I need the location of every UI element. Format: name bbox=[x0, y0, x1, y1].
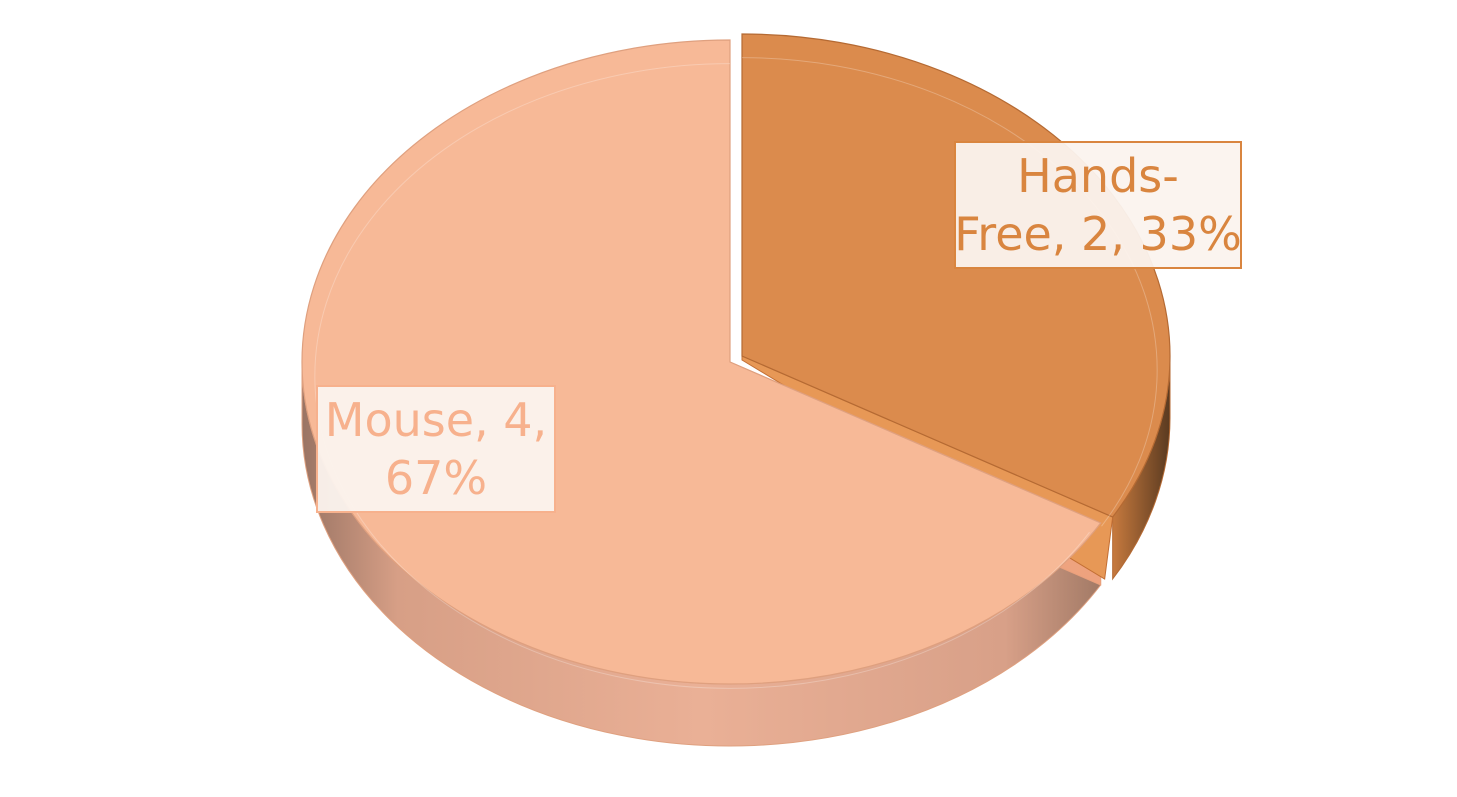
data-label-hands-free: Hands-Free, 2, 33% bbox=[954, 142, 1242, 268]
data-label-text: Free, 2, 33% bbox=[954, 207, 1242, 261]
data-label-text: 67% bbox=[385, 451, 487, 505]
data-label-mouse: Mouse, 4,67% bbox=[317, 386, 555, 512]
data-label-text: Mouse, 4, bbox=[325, 393, 547, 447]
data-label-text: Hands- bbox=[1017, 149, 1179, 203]
